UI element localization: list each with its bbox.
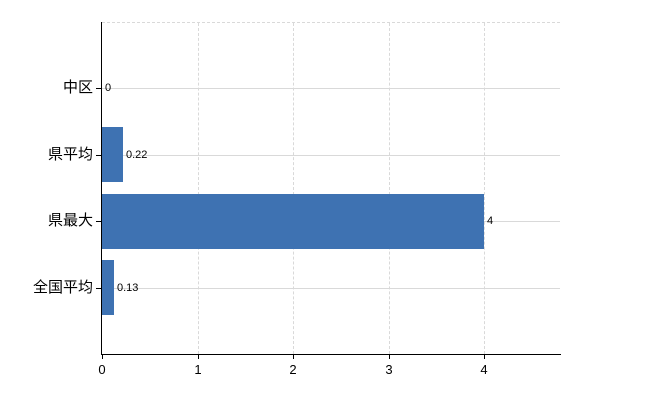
gridline-horizontal <box>102 88 560 89</box>
gridline-vertical <box>198 23 199 354</box>
x-tick-label: 2 <box>289 362 297 377</box>
category-label: 全国平均 <box>32 279 93 296</box>
category-label: 中区 <box>62 79 93 96</box>
bar-2 <box>102 194 484 249</box>
value-label: 0.13 <box>117 282 139 294</box>
gridline-vertical <box>484 23 485 354</box>
x-axis <box>101 354 561 355</box>
gridline-horizontal <box>102 288 560 289</box>
value-label: 4 <box>487 215 494 227</box>
category-label: 県平均 <box>47 146 93 163</box>
y-axis <box>101 22 102 355</box>
gridline-vertical <box>293 23 294 354</box>
plot-top-border <box>102 22 560 23</box>
y-tick <box>96 288 101 289</box>
y-tick <box>96 88 101 89</box>
bar-1 <box>102 127 123 182</box>
gridline-vertical <box>389 23 390 354</box>
x-tick <box>389 355 390 359</box>
bar-3 <box>102 260 114 315</box>
gridline-horizontal <box>102 155 560 156</box>
x-tick <box>102 355 103 359</box>
value-label: 0.22 <box>126 149 148 161</box>
value-label: 0 <box>105 82 112 94</box>
x-tick <box>293 355 294 359</box>
x-tick-label: 3 <box>385 362 393 377</box>
x-tick <box>484 355 485 359</box>
category-label: 県最大 <box>47 212 93 229</box>
x-tick-label: 1 <box>194 362 202 377</box>
x-tick-label: 4 <box>480 362 488 377</box>
x-tick <box>198 355 199 359</box>
x-tick-label: 0 <box>98 362 106 377</box>
y-tick <box>96 155 101 156</box>
y-tick <box>96 221 101 222</box>
